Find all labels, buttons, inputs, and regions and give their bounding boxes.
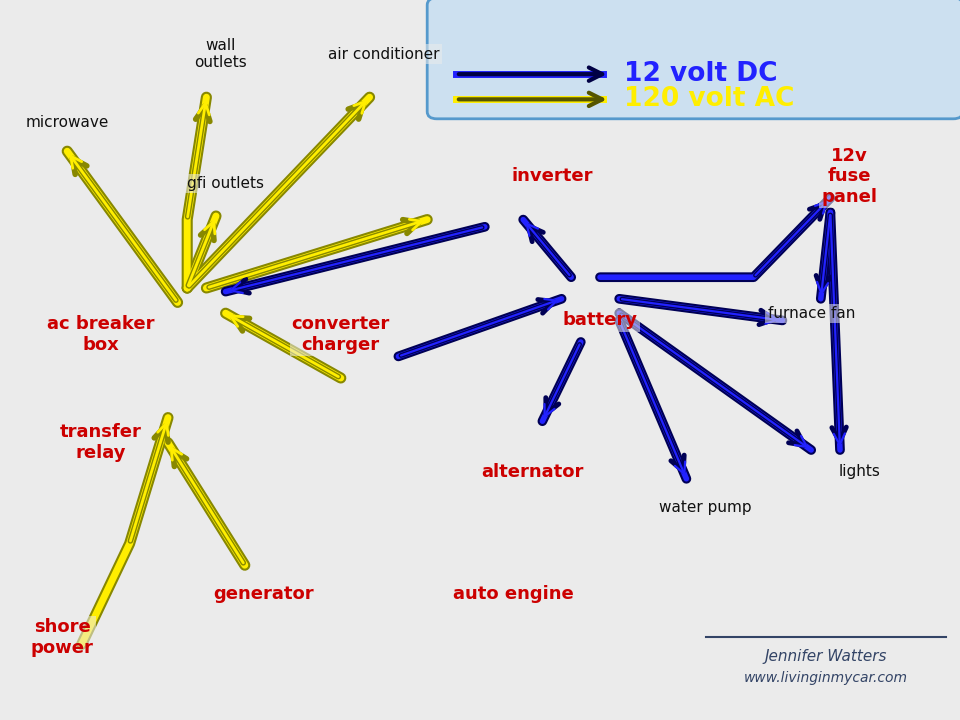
Text: furnace fan: furnace fan <box>767 306 855 320</box>
Text: Jennifer Watters: Jennifer Watters <box>764 649 887 664</box>
Text: water pump: water pump <box>660 500 752 515</box>
Text: battery: battery <box>563 311 637 330</box>
FancyBboxPatch shape <box>427 0 960 119</box>
Text: microwave: microwave <box>26 115 108 130</box>
Text: air conditioner: air conditioner <box>328 47 440 61</box>
Text: gfi outlets: gfi outlets <box>187 176 264 191</box>
Text: 120 volt AC: 120 volt AC <box>624 86 794 112</box>
Text: www.livinginmycar.com: www.livinginmycar.com <box>744 671 907 685</box>
Text: transfer
relay: transfer relay <box>60 423 142 462</box>
Text: converter
charger: converter charger <box>292 315 390 354</box>
Text: auto engine: auto engine <box>453 585 574 603</box>
Text: alternator: alternator <box>482 463 584 481</box>
Text: wall
outlets: wall outlets <box>195 38 247 71</box>
Text: lights: lights <box>838 464 880 479</box>
Text: 12 volt DC: 12 volt DC <box>624 61 778 87</box>
Text: shore
power: shore power <box>31 618 94 657</box>
Text: 12v
fuse
panel: 12v fuse panel <box>822 147 877 206</box>
Text: ac breaker
box: ac breaker box <box>47 315 155 354</box>
Text: generator: generator <box>214 585 314 603</box>
Text: inverter: inverter <box>512 168 592 186</box>
